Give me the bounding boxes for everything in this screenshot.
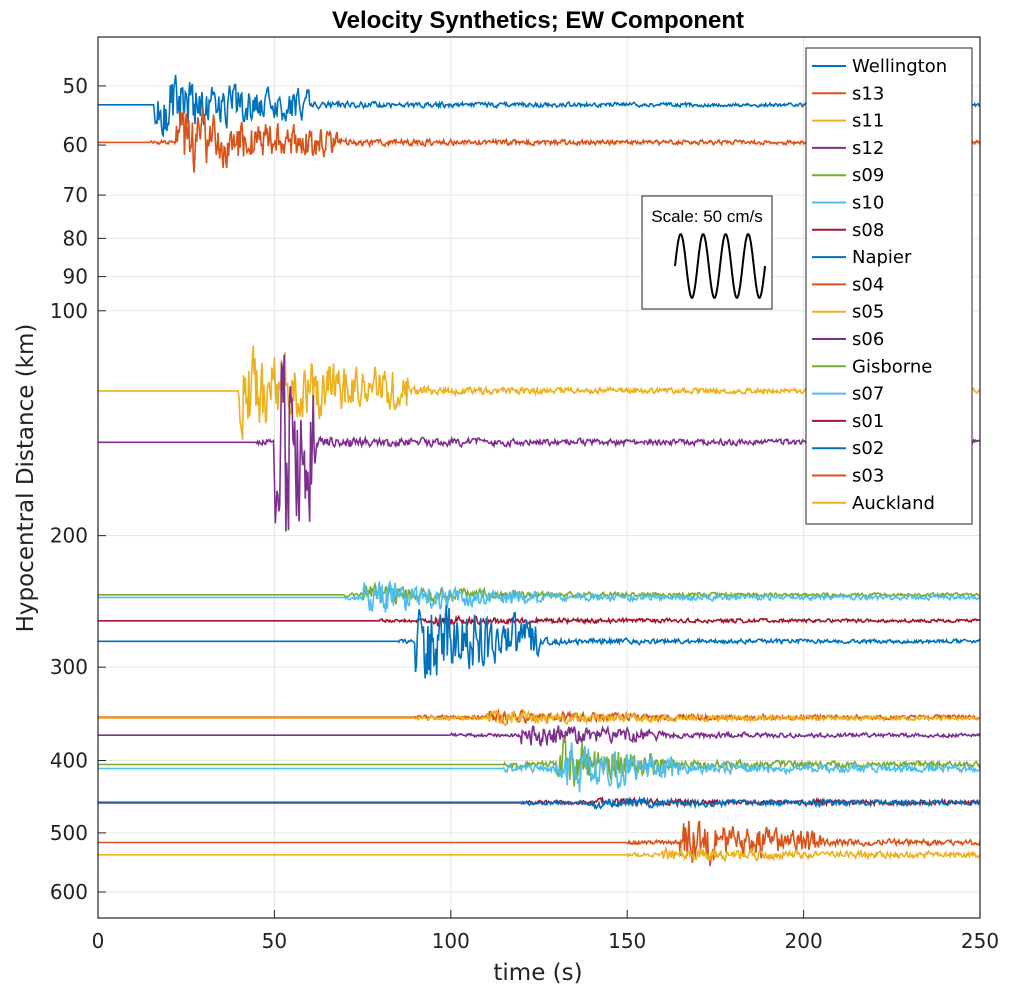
y-tick-label: 90 bbox=[63, 265, 88, 289]
trace-s07 bbox=[98, 742, 981, 793]
trace-s10 bbox=[98, 579, 981, 613]
y-tick-label: 200 bbox=[50, 524, 88, 548]
seismogram-traces bbox=[98, 74, 981, 867]
velocity-scale-box: Scale: 50 cm/s bbox=[641, 195, 773, 310]
legend-entry-s06: s06 bbox=[852, 329, 884, 350]
legend-entry-wellington: Wellington bbox=[852, 56, 947, 77]
legend-entry-s11: s11 bbox=[852, 111, 884, 132]
legend-entry-s08: s08 bbox=[852, 220, 884, 241]
x-axis-label: time (s) bbox=[493, 960, 582, 986]
legend: Wellington s13 s11 s12 s09 s10 s08 Napier s04 s05… bbox=[805, 47, 973, 525]
y-tick-label: 100 bbox=[50, 299, 88, 323]
y-tick-label: 80 bbox=[63, 226, 88, 250]
legend-entry-s02: s02 bbox=[852, 438, 884, 459]
y-tick-label: 600 bbox=[50, 880, 88, 904]
trace-s02 bbox=[98, 795, 981, 810]
x-tick-label: 0 bbox=[92, 929, 105, 953]
trace-s03 bbox=[98, 820, 981, 867]
y-tick-label: 300 bbox=[50, 655, 88, 679]
legend-entry-s04: s04 bbox=[852, 274, 884, 295]
axes-frame bbox=[97, 36, 981, 919]
scale-sine-wave bbox=[674, 233, 766, 299]
legend-entry-napier: Napier bbox=[852, 247, 912, 268]
x-axis-ticks: 0 50 100 150 200 250 bbox=[92, 910, 999, 953]
y-axis-ticks: 50 60 70 80 90 100 200 300 400 500 600 bbox=[50, 74, 106, 904]
x-tick-label: 100 bbox=[432, 929, 470, 953]
legend-box bbox=[805, 47, 973, 525]
legend-entry-s12: s12 bbox=[852, 138, 884, 159]
x-tick-label: 150 bbox=[608, 929, 646, 953]
trace-s06 bbox=[98, 724, 981, 747]
y-tick-label: 70 bbox=[63, 183, 88, 207]
legend-entry-s01: s01 bbox=[852, 411, 884, 432]
legend-entry-s09: s09 bbox=[852, 165, 884, 186]
legend-entry-gisborne: Gisborne bbox=[852, 356, 932, 377]
x-tick-label: 50 bbox=[262, 929, 287, 953]
x-tick-label: 250 bbox=[961, 929, 999, 953]
y-tick-label: 50 bbox=[63, 74, 88, 98]
trace-s09 bbox=[98, 580, 981, 605]
legend-entry-s05: s05 bbox=[852, 302, 884, 323]
legend-entry-s10: s10 bbox=[852, 193, 884, 214]
trace-auckland bbox=[98, 845, 981, 863]
y-tick-label: 60 bbox=[63, 133, 88, 157]
chart-title: Velocity Synthetics; EW Component bbox=[332, 7, 744, 34]
legend-entry-s07: s07 bbox=[852, 384, 884, 405]
y-tick-label: 500 bbox=[50, 821, 88, 845]
trace-napier bbox=[98, 604, 981, 679]
legend-entry-auckland: Auckland bbox=[852, 493, 935, 514]
y-tick-label: 400 bbox=[50, 749, 88, 773]
legend-entry-s03: s03 bbox=[852, 466, 884, 487]
x-tick-label: 200 bbox=[785, 929, 823, 953]
trace-gisborne bbox=[98, 736, 981, 787]
legend-entry-s13: s13 bbox=[852, 83, 884, 104]
y-axis-label: Hypocentral Distance (km) bbox=[13, 324, 39, 633]
trace-s05 bbox=[98, 709, 981, 727]
scale-box-label: Scale: 50 cm/s bbox=[651, 207, 763, 226]
trace-s08 bbox=[98, 613, 981, 628]
